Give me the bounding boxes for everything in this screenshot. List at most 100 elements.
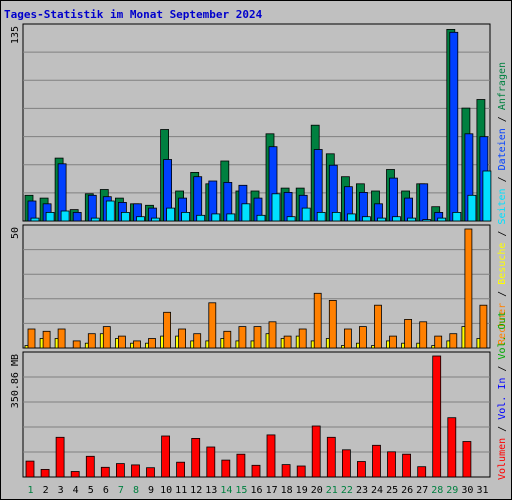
panel-visits-ymax-label: 50 xyxy=(10,227,21,239)
bar-dateien-day-25 xyxy=(389,177,398,222)
bar-seiten-day-29 xyxy=(452,211,462,222)
bar-volumen-day-10 xyxy=(161,435,171,478)
legend-item-anfragen: Anfragen xyxy=(497,62,508,110)
legend-item-vol_in: Vol. In xyxy=(497,378,508,420)
legend-item-rechner: Rechner xyxy=(497,303,508,345)
legend-item-besuche: Besuche xyxy=(497,243,508,285)
legend-separator: / xyxy=(497,225,508,243)
bar-seiten-day-3 xyxy=(60,210,70,222)
panel-hits-ymax-label: 135 xyxy=(10,26,21,44)
bar-seiten-day-23 xyxy=(361,216,371,222)
bar-rechner-day-5 xyxy=(87,333,96,349)
bar-rechner-day-3 xyxy=(57,328,66,349)
bar-rechner-day-29 xyxy=(449,333,458,349)
x-tick-label-30: 30 xyxy=(461,485,473,496)
legend-top: Rechner / Besuche / Seiten / Dateien / A… xyxy=(497,62,508,345)
bar-volumen-day-16 xyxy=(251,464,261,478)
bar-rechner-day-23 xyxy=(358,326,367,349)
bar-rechner-day-1 xyxy=(27,328,36,349)
x-tick-label-5: 5 xyxy=(88,485,94,496)
bar-dateien-day-4 xyxy=(72,211,82,222)
legend-item-seiten: Seiten xyxy=(497,188,508,224)
bar-seiten-day-14 xyxy=(226,213,236,222)
bar-volumen-day-19 xyxy=(296,465,306,478)
bar-volumen-day-7 xyxy=(116,463,125,478)
bar-rechner-day-4 xyxy=(72,340,81,349)
bar-rechner-day-2 xyxy=(42,330,51,349)
bar-seiten-day-1 xyxy=(30,217,40,222)
bar-rechner-day-27 xyxy=(419,321,428,349)
bar-rechner-day-10 xyxy=(163,311,172,349)
bar-seiten-day-24 xyxy=(377,217,386,222)
bar-volumen-day-2 xyxy=(40,468,50,478)
x-tick-label-19: 19 xyxy=(296,485,308,496)
bar-rechner-day-14 xyxy=(223,330,232,349)
bar-rechner-day-31 xyxy=(479,304,488,349)
bar-volumen-day-22 xyxy=(341,449,351,478)
x-tick-label-9: 9 xyxy=(148,485,154,496)
bar-volumen-day-25 xyxy=(387,451,396,478)
bar-rechner-day-28 xyxy=(434,335,443,349)
legend-separator: / xyxy=(497,170,508,188)
x-tick-label-28: 28 xyxy=(431,485,443,496)
x-tick-label-3: 3 xyxy=(58,485,64,496)
bar-rechner-day-19 xyxy=(298,328,307,349)
chart-title: Tages-Statistik im Monat September 2024 xyxy=(4,8,263,21)
bar-seiten-day-26 xyxy=(407,217,417,222)
bar-seiten-day-25 xyxy=(392,216,401,222)
legend-separator: / xyxy=(497,360,508,378)
bar-seiten-day-15 xyxy=(241,203,251,222)
bar-dateien-day-20 xyxy=(313,149,323,222)
bar-volumen-day-20 xyxy=(311,425,321,478)
x-tick-label-6: 6 xyxy=(103,485,109,496)
chart-legend: Rechner / Besuche / Seiten / Dateien / A… xyxy=(497,62,508,480)
bar-rechner-day-8 xyxy=(133,340,141,349)
x-tick-label-21: 21 xyxy=(326,485,338,496)
bar-volumen-day-29 xyxy=(447,417,457,478)
bar-volumen-day-24 xyxy=(372,444,381,478)
bar-seiten-day-31 xyxy=(482,170,492,222)
bar-seiten-day-10 xyxy=(166,207,176,222)
bar-rechner-day-6 xyxy=(102,326,111,349)
panel-volume-ymax-label: 350.86 MB xyxy=(10,354,21,408)
bar-rechner-day-9 xyxy=(148,338,156,349)
x-tick-label-17: 17 xyxy=(266,485,278,496)
bar-rechner-day-24 xyxy=(374,304,382,349)
bar-seiten-day-16 xyxy=(256,214,266,222)
x-tick-label-25: 25 xyxy=(386,485,398,496)
x-tick-label-23: 23 xyxy=(356,485,368,496)
legend-separator: / xyxy=(497,420,508,438)
bar-volumen-day-21 xyxy=(326,436,336,478)
x-tick-label-12: 12 xyxy=(190,485,202,496)
legend-bottom: Volumen / Vol. In / Vol. Out xyxy=(497,311,508,480)
x-tick-label-11: 11 xyxy=(175,485,187,496)
bar-volumen-day-26 xyxy=(402,453,412,478)
bar-rechner-day-21 xyxy=(328,299,337,349)
legend-item-volumen: Volumen xyxy=(497,438,508,480)
bar-volumen-day-8 xyxy=(131,464,140,478)
bar-volumen-day-12 xyxy=(191,437,201,478)
bar-rechner-day-12 xyxy=(193,333,202,349)
x-tick-label-7: 7 xyxy=(118,485,124,496)
bar-volumen-day-15 xyxy=(236,453,246,478)
bar-volumen-day-3 xyxy=(55,436,65,478)
panel-volume: 350.86 MB xyxy=(10,351,491,478)
bar-volumen-day-5 xyxy=(85,455,95,478)
x-tick-label-8: 8 xyxy=(133,485,139,496)
bar-volumen-day-23 xyxy=(356,461,366,478)
bar-seiten-day-2 xyxy=(45,211,55,222)
x-tick-label-24: 24 xyxy=(371,485,383,496)
bar-seiten-day-21 xyxy=(331,211,341,222)
bar-volumen-day-30 xyxy=(462,441,472,478)
bar-volumen-day-4 xyxy=(70,471,80,478)
x-tick-label-4: 4 xyxy=(73,485,79,496)
x-tick-label-26: 26 xyxy=(401,485,413,496)
x-tick-label-27: 27 xyxy=(416,485,428,496)
panel-hits: 135 xyxy=(10,23,492,222)
bar-seiten-day-20 xyxy=(316,211,326,222)
bar-volumen-day-28 xyxy=(432,355,442,478)
bar-volumen-day-27 xyxy=(417,466,427,478)
legend-separator: / xyxy=(497,285,508,303)
bar-rechner-day-17 xyxy=(268,321,277,349)
